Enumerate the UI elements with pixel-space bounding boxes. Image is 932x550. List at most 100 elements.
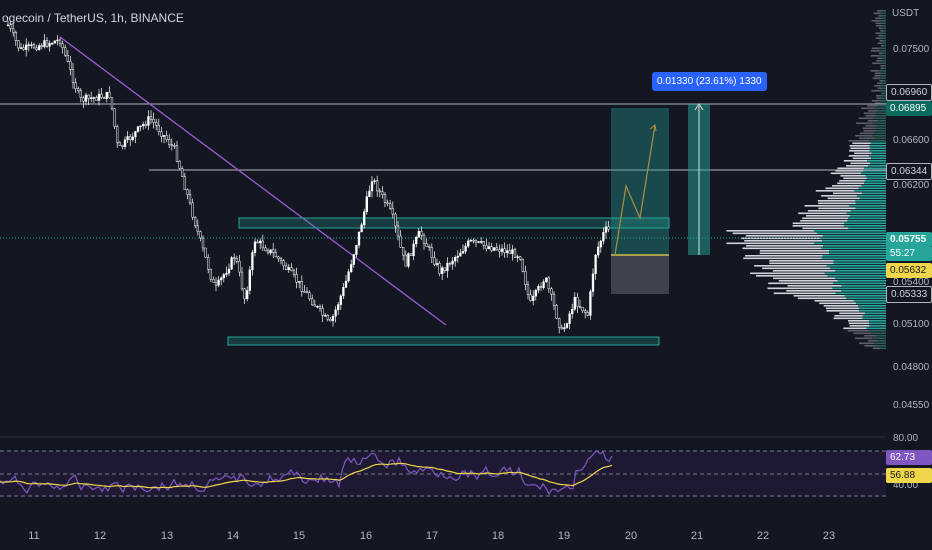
volume-profile-bar-down (864, 180, 886, 182)
candle-body (305, 291, 309, 294)
candle-body (365, 196, 368, 213)
candle-body (430, 247, 433, 258)
candle-body (383, 194, 387, 204)
candle-body (537, 286, 540, 291)
volume-profile-bar-down (877, 340, 886, 342)
candle-body (266, 250, 270, 254)
volume-profile-bar-down (869, 155, 886, 157)
volume-profile-bar-down (864, 182, 886, 185)
price-tick: 0.06200 (893, 180, 930, 191)
support-box[interactable] (227, 336, 660, 346)
candle-body (74, 82, 77, 90)
volume-profile-bar-up (859, 137, 874, 140)
volume-profile-bar-up (732, 232, 817, 235)
candle-body (261, 240, 264, 249)
candle-body (391, 208, 394, 215)
volume-profile-bar-up (807, 210, 851, 212)
candle-body (495, 247, 498, 250)
volume-profile-bar-down (823, 245, 886, 247)
volume-profile-bar-up (852, 157, 872, 160)
candle-body (331, 316, 335, 322)
candle-body (173, 145, 176, 147)
candle-body (428, 246, 431, 248)
candle-body (217, 279, 220, 286)
candle-body (591, 273, 595, 292)
volume-profile-bar-up (865, 125, 877, 127)
candle-body (456, 255, 459, 258)
candle-body (259, 240, 262, 244)
candle-body (389, 203, 392, 209)
volume-profile-bar-down (880, 347, 886, 350)
volume-profile-bar-up (746, 245, 824, 247)
candle-body (503, 248, 506, 253)
candle-body (136, 126, 140, 132)
time-tick: 21 (690, 530, 704, 542)
candle-body (422, 235, 426, 244)
candle-body (282, 260, 285, 267)
long-target-zone[interactable] (611, 108, 669, 255)
resistance-box[interactable] (238, 217, 670, 229)
volume-profile-bar-up (854, 152, 872, 155)
volume-profile-bar-up (793, 295, 845, 297)
candle-body (118, 142, 121, 146)
volume-profile-bar-down (835, 292, 886, 295)
candle-body (269, 249, 272, 254)
candle-body (534, 289, 537, 297)
volume-profile-bar-down (876, 335, 886, 337)
candle-body (433, 257, 436, 265)
volume-profile-bar-down (874, 132, 886, 135)
candle-body (191, 202, 194, 218)
time-tick: 23 (822, 530, 836, 542)
volume-profile-bar-down (822, 255, 886, 257)
volume-profile-bar-up (865, 115, 877, 117)
candle-body (235, 257, 238, 262)
volume-profile-bar-down (879, 47, 886, 50)
volume-profile-bar-down (846, 212, 886, 215)
symbol-title[interactable]: ogecoin / TetherUS, 1h, BINANCE (2, 11, 184, 25)
candle-body (90, 97, 93, 100)
volume-profile-bar-up (862, 127, 876, 130)
volume-profile-bar-up (848, 140, 870, 142)
volume-profile-bar-down (869, 145, 886, 147)
candle-body (342, 287, 345, 297)
candle-body (58, 39, 62, 44)
candle-body (441, 267, 444, 274)
volume-profile-bar-down (879, 50, 886, 52)
candle-body (490, 246, 493, 251)
candle-body (110, 97, 114, 109)
volume-profile-bar-up (806, 215, 851, 217)
candle-body (92, 97, 95, 99)
long-stop-zone[interactable] (611, 255, 669, 294)
candle-body (568, 313, 571, 324)
volume-profile-bar-down (850, 215, 886, 217)
projection-arrow-head (649, 124, 657, 132)
candle-body (586, 312, 589, 316)
volume-profile-bar-down (868, 330, 886, 332)
volume-profile-bar-up (797, 297, 847, 300)
candle-body (412, 243, 415, 257)
volume-profile-bar-up (867, 120, 878, 122)
candle-body (66, 54, 69, 62)
last-price-tag: 0.05755 (886, 232, 932, 247)
candle-body (188, 194, 192, 204)
volume-profile-bar-down (877, 120, 886, 122)
candle-body (607, 226, 610, 230)
candle-body (542, 281, 545, 288)
volume-profile-bar-down (879, 20, 886, 22)
candle-body (396, 225, 400, 237)
volume-profile-bar-up (852, 142, 871, 145)
trendline[interactable] (59, 36, 447, 326)
volume-profile-bar-down (868, 165, 886, 167)
candle-body (121, 145, 124, 147)
candle-body (131, 136, 134, 140)
volume-profile-bar-up (877, 87, 883, 90)
volume-profile-bar-down (883, 65, 886, 67)
candle-body (14, 32, 17, 41)
volume-profile-bar-up (754, 265, 827, 267)
candle-body (425, 243, 428, 247)
volume-profile-bar-down (882, 52, 886, 55)
measure-label[interactable]: 0.01330 (23.61%) 1330 (652, 72, 767, 91)
volume-profile-bar-down (837, 280, 886, 282)
candle-body (6, 24, 10, 27)
